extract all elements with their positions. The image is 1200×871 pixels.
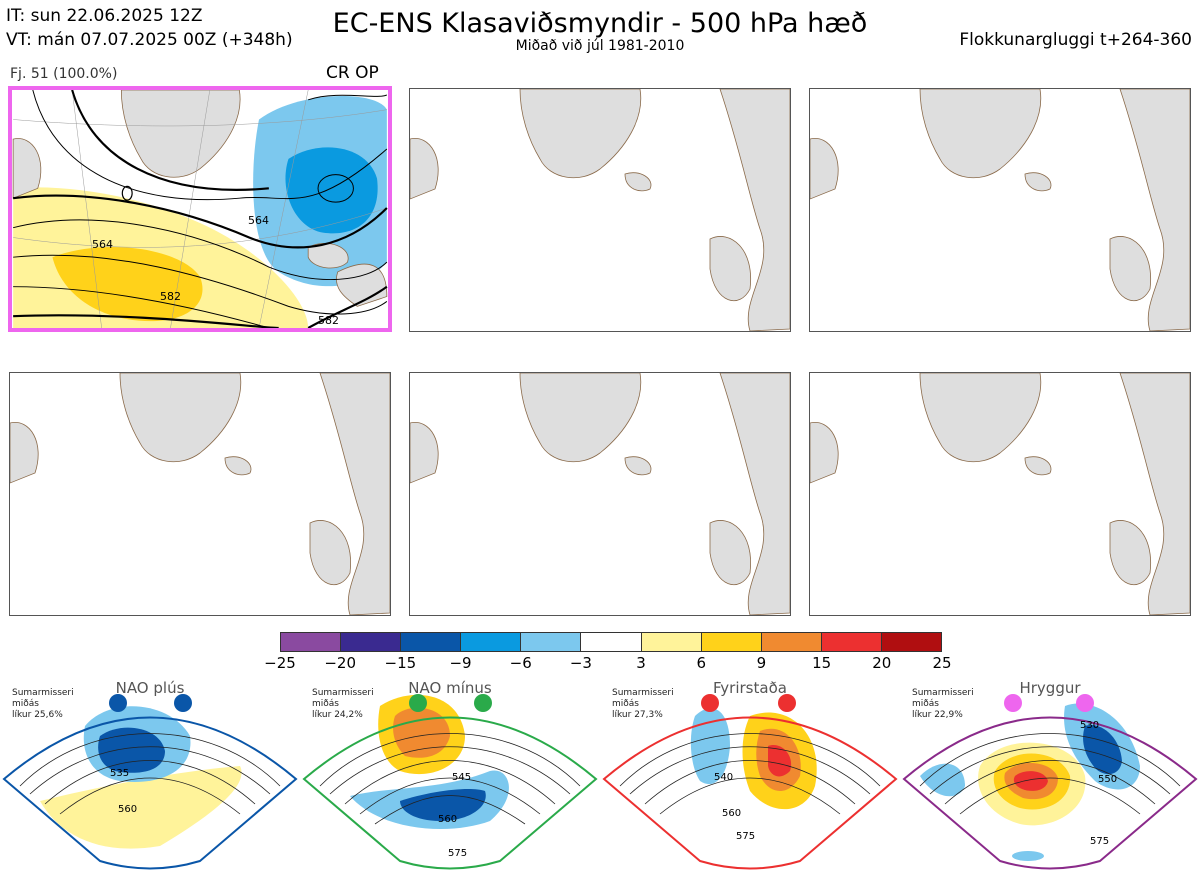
empty-map-graphic	[10, 373, 390, 615]
cluster-map-3[interactable]	[809, 88, 1191, 332]
regime-nao-plus[interactable]: NAO plús Sumarmisseri miðás líkur 25,6% …	[0, 676, 300, 871]
colorbar-tick-label: 25	[932, 654, 952, 672]
empty-map-graphic	[810, 89, 1190, 331]
contour-label: 530	[1080, 720, 1100, 731]
colorbar-tick-label: −3	[569, 654, 592, 672]
contour-label: 582	[318, 314, 339, 327]
regime-info: Sumarmisseri miðás líkur 22,9%	[912, 688, 974, 721]
colorbar-tick-label: −6	[509, 654, 532, 672]
empty-map-graphic	[810, 373, 1190, 615]
cluster-map-5[interactable]	[409, 372, 791, 616]
regime-probability: líkur 25,6%	[12, 710, 63, 720]
colorbar-tick-label: −9	[449, 654, 472, 672]
cluster-map-graphic	[12, 90, 388, 328]
regime-info: Sumarmisseri miðás líkur 25,6%	[12, 688, 74, 721]
regime-name: Hryggur	[1019, 679, 1081, 697]
regime-name: NAO mínus	[408, 679, 492, 697]
contour-label: 564	[248, 214, 269, 227]
contour-label: 575	[736, 831, 756, 842]
contour-label: 560	[722, 808, 742, 819]
header-info: IT: sun 22.06.2025 12Z VT: mán 07.07.202…	[6, 4, 293, 52]
classification-window: Flokkunargluggi t+264-360	[959, 30, 1192, 50]
regime-nao-minus[interactable]: NAO mínus Sumarmisseri miðás líkur 24,2%…	[300, 676, 600, 871]
regime-probability: líkur 22,9%	[912, 710, 963, 720]
cluster-map-2[interactable]	[409, 88, 791, 332]
regime-season: Sumarmisseri	[312, 688, 374, 698]
regime-map	[302, 694, 598, 870]
cluster-map-4[interactable]	[9, 372, 391, 616]
colorbar-segment	[461, 633, 522, 651]
contour-label: 575	[1090, 836, 1110, 847]
regime-blocking[interactable]: Fyrirstaða Sumarmisseri miðás líkur 27,3…	[600, 676, 900, 871]
colorbar-tick-label: −20	[324, 654, 356, 672]
colorbar-segment	[881, 633, 942, 651]
contour-label: 545	[452, 772, 472, 783]
colorbar-segment	[821, 633, 882, 651]
page-subtitle: Miðað við júl 1981-2010	[515, 38, 685, 54]
colorbar-tick-label: −15	[384, 654, 417, 672]
colorbar-tick-label: 20	[872, 654, 892, 672]
contour-label: 540	[714, 772, 734, 783]
regime-map	[902, 694, 1198, 870]
contour-label: 560	[438, 814, 458, 825]
regime-mean: miðás	[312, 699, 339, 709]
regime-probability: líkur 27,3%	[612, 710, 663, 720]
contour-label: 582	[160, 290, 181, 303]
colorbar-tick-label: −25	[264, 654, 296, 672]
regime-map	[2, 694, 298, 870]
regime-info: Sumarmisseri miðás líkur 27,3%	[612, 688, 674, 721]
regime-probability: líkur 24,2%	[312, 710, 363, 720]
page-title: EC-ENS Klasaviðsmyndir - 500 hPa hæð	[332, 8, 868, 39]
colorbar-ticks: −25 −20 −15 −9 −6 −3 3 6 9 15 20 25	[258, 654, 964, 674]
contour-label: 564	[92, 238, 113, 251]
regime-season: Sumarmisseri	[12, 688, 74, 698]
regime-ridge[interactable]: Hryggur Sumarmisseri miðás líkur 22,9% 5…	[900, 676, 1200, 871]
cluster-tags: CR OP	[326, 63, 379, 83]
regime-season: Sumarmisseri	[612, 688, 674, 698]
empty-map-graphic	[410, 373, 790, 615]
contour-label: 550	[1098, 774, 1118, 785]
contour-label: 535	[110, 768, 130, 779]
colorbar-segment	[581, 633, 642, 651]
colorbar-tick-label: 9	[756, 654, 767, 672]
colorbar-segment	[521, 633, 582, 651]
contour-label: 575	[448, 848, 468, 859]
regime-season: Sumarmisseri	[912, 688, 974, 698]
cluster-label: Fj. 51 (100.0%)	[10, 66, 118, 82]
regime-mean: miðás	[912, 699, 939, 709]
regime-name: NAO plús	[115, 679, 185, 697]
regime-mean: miðás	[612, 699, 639, 709]
colorbar-tick-label: 3	[636, 654, 646, 672]
regime-map	[602, 694, 898, 870]
colorbar-segment	[401, 633, 462, 651]
colorbar-tick-label: 15	[812, 654, 832, 672]
cluster-map-1[interactable]: 564 564 582 582	[8, 86, 392, 332]
initial-time: IT: sun 22.06.2025 12Z	[6, 6, 203, 26]
regime-info: Sumarmisseri miðás líkur 24,2%	[312, 688, 374, 721]
colorbar-tick-label: 6	[696, 654, 707, 672]
colorbar-segment	[341, 633, 402, 651]
colorbar	[280, 632, 942, 652]
regime-mean: miðás	[12, 699, 39, 709]
colorbar-segment	[701, 633, 762, 651]
valid-time: VT: mán 07.07.2025 00Z (+348h)	[6, 30, 293, 50]
contour-label: 560	[118, 804, 138, 815]
colorbar-segment	[641, 633, 702, 651]
cluster-map-6[interactable]	[809, 372, 1191, 616]
regime-name: Fyrirstaða	[713, 679, 787, 697]
empty-map-graphic	[410, 89, 790, 331]
colorbar-segment	[281, 633, 342, 651]
colorbar-segment	[761, 633, 822, 651]
